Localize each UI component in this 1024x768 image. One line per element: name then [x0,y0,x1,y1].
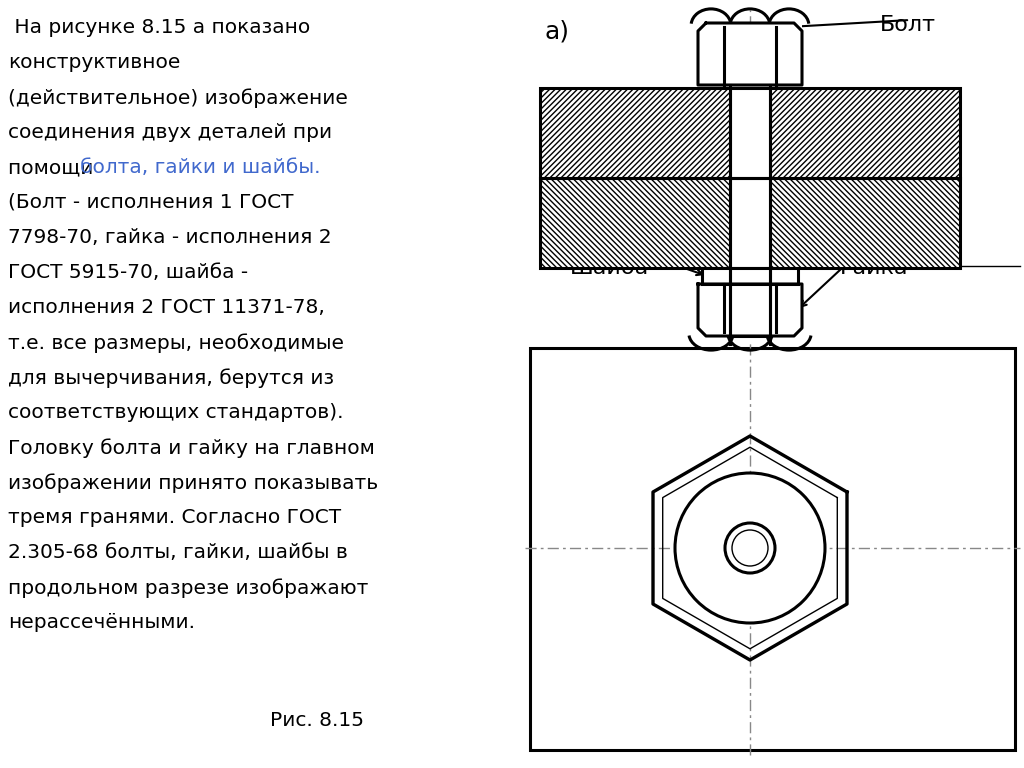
Text: Головку болта и гайку на главном: Головку болта и гайку на главном [8,438,375,458]
Text: На рисунке 8.15 а показано: На рисунке 8.15 а показано [8,18,310,37]
Bar [698,23,802,85]
Text: болта, гайки и шайбы.: болта, гайки и шайбы. [80,158,321,177]
Bar [730,88,770,268]
Text: соединения двух деталей при: соединения двух деталей при [8,123,332,142]
Text: помощи: помощи [8,158,99,177]
Text: ГОСТ 5915-70, шайба -: ГОСТ 5915-70, шайба - [8,263,248,282]
Text: 7798-70, гайка - исполнения 2: 7798-70, гайка - исполнения 2 [8,228,332,247]
Bar [540,178,730,268]
Bar [770,178,961,268]
Text: 2.305-68 болты, гайки, шайбы в: 2.305-68 болты, гайки, шайбы в [8,543,348,562]
Bar [530,348,1015,750]
Bar [730,85,770,344]
Text: Болт: Болт [880,15,936,35]
Text: Шайба: Шайба [570,258,649,278]
Text: а): а) [545,20,570,44]
Text: Гайка: Гайка [840,258,908,278]
Text: нерассечёнными.: нерассечёнными. [8,613,195,632]
Circle shape [725,523,775,573]
Text: конструктивное: конструктивное [8,53,180,72]
Text: продольном разрезе изображают: продольном разрезе изображают [8,578,369,598]
Bar [770,88,961,178]
Text: соответствующих стандартов).: соответствующих стандартов). [8,403,343,422]
Bar [702,268,798,284]
Text: для вычерчивания, берутся из: для вычерчивания, берутся из [8,368,334,388]
Circle shape [732,530,768,566]
Bar [540,88,730,178]
Bar [540,88,961,178]
Text: изображении принято показывать: изображении принято показывать [8,473,378,492]
Text: исполнения 2 ГОСТ 11371-78,: исполнения 2 ГОСТ 11371-78, [8,298,325,317]
Text: т.е. все размеры, необходимые: т.е. все размеры, необходимые [8,333,344,353]
Text: Рис. 8.15: Рис. 8.15 [270,711,364,730]
Text: тремя гранями. Согласно ГОСТ: тремя гранями. Согласно ГОСТ [8,508,341,527]
Circle shape [675,473,825,623]
Text: (действительное) изображение: (действительное) изображение [8,88,348,108]
Bar [540,178,961,268]
Bar [698,284,802,336]
Text: (Болт - исполнения 1 ГОСТ: (Болт - исполнения 1 ГОСТ [8,193,294,212]
